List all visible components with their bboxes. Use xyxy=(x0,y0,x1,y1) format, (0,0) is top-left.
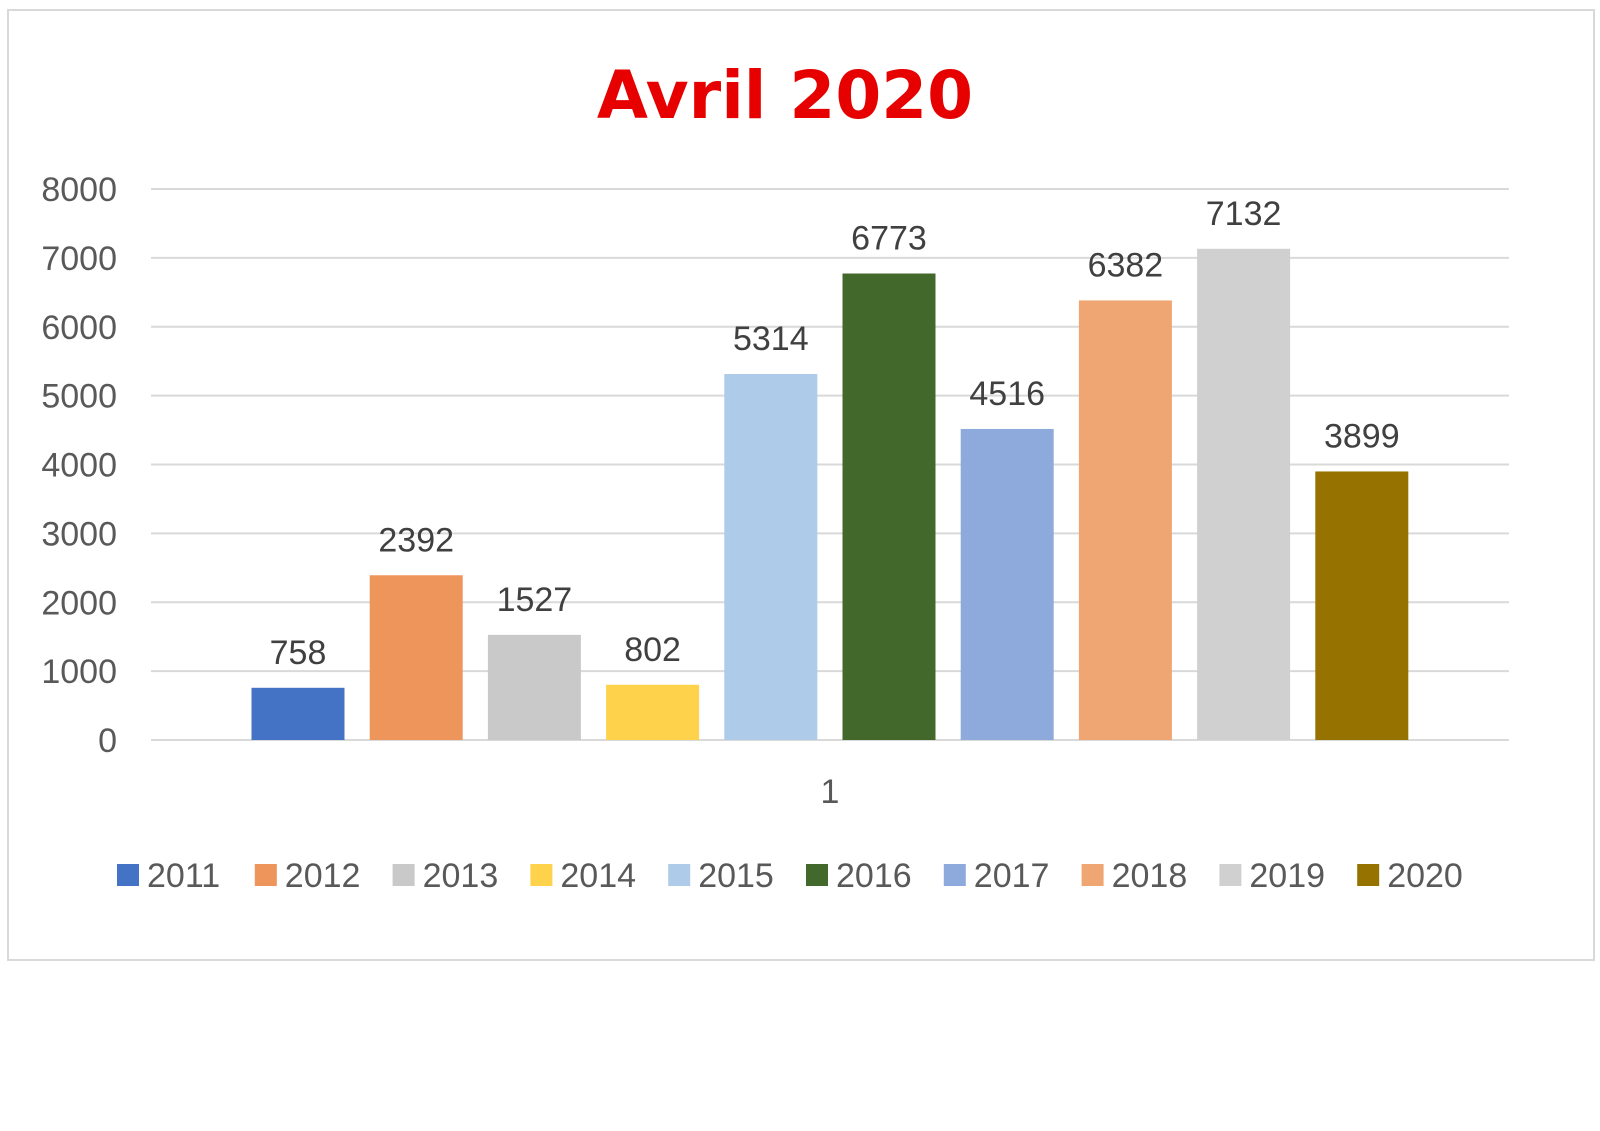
data-label-2015: 5314 xyxy=(733,320,809,358)
data-labels: 758 2392 1527 802 5314 6773 4516 6382 7132 3899 xyxy=(270,195,1400,672)
x-axis-categories: 1 xyxy=(820,773,839,811)
legend-label-2019: 2019 xyxy=(1249,857,1325,895)
y-axis-ticks: 0 1000 2000 3000 4000 5000 6000 7000 8000 xyxy=(41,171,117,760)
data-label-2018: 6382 xyxy=(1088,246,1164,284)
legend-swatch-2013 xyxy=(392,864,415,886)
bar-2015 xyxy=(724,373,818,740)
data-label-2012: 2392 xyxy=(378,521,454,559)
legend-swatch-2020 xyxy=(1357,864,1380,886)
data-label-2011: 758 xyxy=(270,634,327,672)
legend-label-2017: 2017 xyxy=(974,857,1050,895)
data-label-2020: 3899 xyxy=(1324,417,1400,455)
legend-label-2014: 2014 xyxy=(560,857,636,895)
bar-2019 xyxy=(1197,248,1291,740)
legend-label-2013: 2013 xyxy=(423,857,499,895)
data-label-2014: 802 xyxy=(624,631,681,669)
legend-swatch-2016 xyxy=(806,864,828,886)
x-category-label: 1 xyxy=(820,773,839,811)
y-tick-label: 1000 xyxy=(41,653,117,691)
y-tick-label: 0 xyxy=(98,722,117,760)
legend-label-2015: 2015 xyxy=(698,857,774,895)
y-tick-label: 2000 xyxy=(41,584,117,622)
legend-label-2011: 2011 xyxy=(147,857,220,895)
legend-swatch-2019 xyxy=(1219,864,1242,886)
legend-swatch-2014 xyxy=(530,864,553,886)
bar-2011 xyxy=(251,687,345,740)
legend-label-2020: 2020 xyxy=(1387,857,1463,895)
legend-swatch-2017 xyxy=(943,864,966,886)
legend-swatch-2012 xyxy=(254,864,277,886)
bar-2013 xyxy=(487,634,581,740)
legend-label-2018: 2018 xyxy=(1112,857,1188,895)
chart-frame: Avril 2020 0 1000 2000 3000 4000 5000 6000 7000… xyxy=(7,9,1595,961)
legend-label-2016: 2016 xyxy=(836,857,912,895)
chart-title: Avril 2020 xyxy=(597,57,973,134)
y-tick-label: 6000 xyxy=(41,309,117,347)
legend: 2011 2012 2013 2014 2015 2016 2017 2018 2019 2020 xyxy=(117,857,1463,895)
legend-swatch-2018 xyxy=(1081,864,1104,886)
y-tick-label: 4000 xyxy=(41,447,117,485)
y-tick-label: 8000 xyxy=(41,171,117,209)
bar-2012 xyxy=(369,575,463,740)
legend-label-2012: 2012 xyxy=(285,857,361,895)
bars xyxy=(251,248,1409,740)
data-label-2019: 7132 xyxy=(1206,195,1282,233)
bar-2016 xyxy=(842,273,936,740)
gridlines xyxy=(151,188,1509,741)
data-label-2013: 1527 xyxy=(497,581,573,619)
legend-swatch-2011 xyxy=(117,864,139,886)
bar-2020 xyxy=(1315,471,1409,740)
data-label-2017: 4516 xyxy=(969,375,1045,413)
y-tick-label: 5000 xyxy=(41,378,117,416)
bar-2017 xyxy=(960,428,1054,740)
y-tick-label: 3000 xyxy=(41,515,117,553)
bar-2014 xyxy=(606,684,700,740)
legend-swatch-2015 xyxy=(668,864,691,886)
bar-chart: Avril 2020 0 1000 2000 3000 4000 5000 6000 7000… xyxy=(41,57,1509,895)
bar-2018 xyxy=(1078,300,1172,740)
data-label-2016: 6773 xyxy=(851,220,927,258)
y-tick-label: 7000 xyxy=(41,240,117,278)
